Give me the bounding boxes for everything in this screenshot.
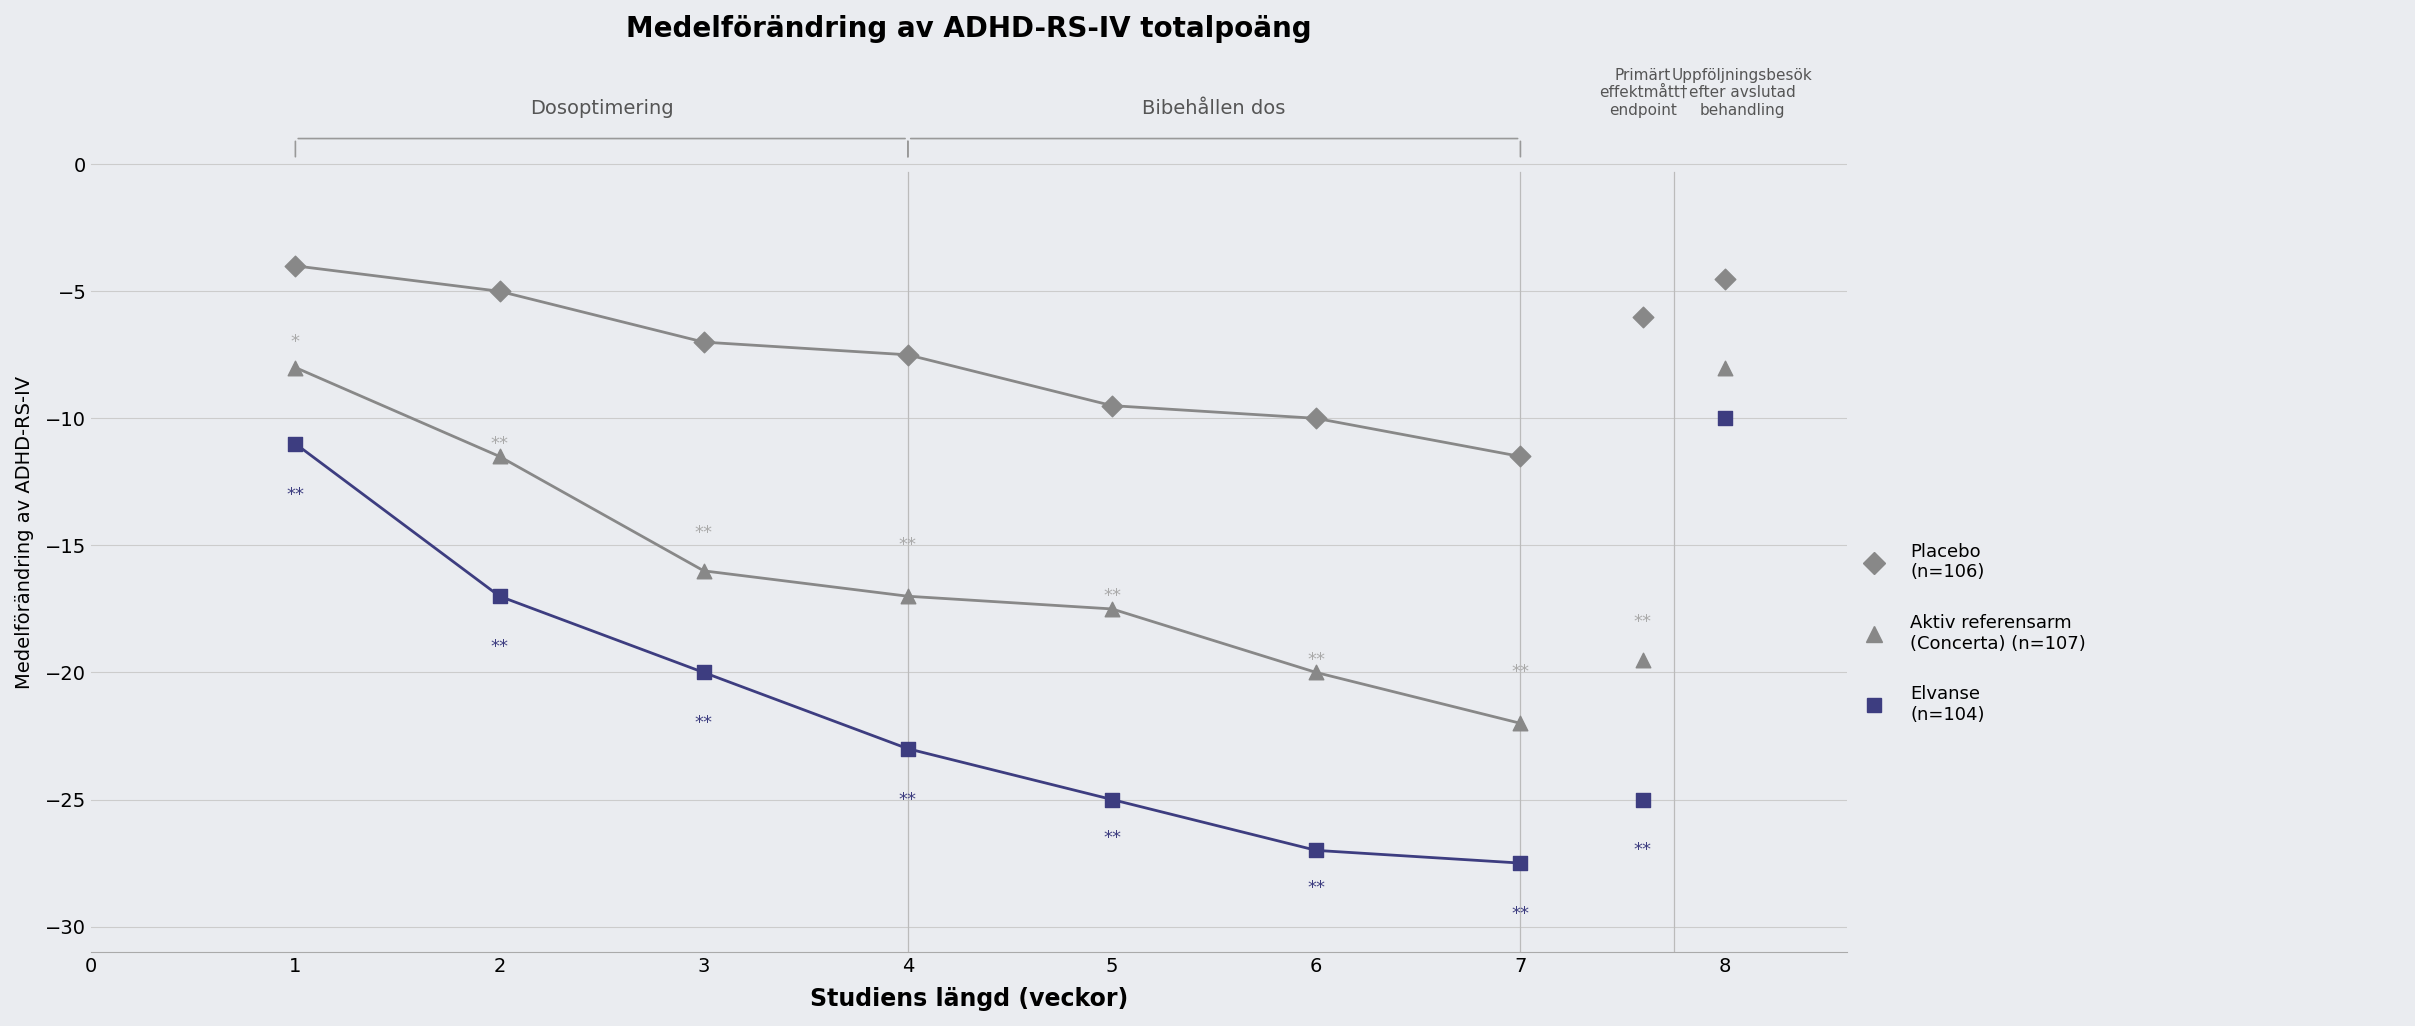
Point [1623,791,1662,807]
Point [683,664,722,680]
Point [1705,359,1744,376]
Point [683,333,722,350]
Point [275,359,314,376]
Text: **: ** [1512,664,1529,681]
Point [1502,855,1541,871]
Text: Primärt
effektmått†
endpoint: Primärt effektmått† endpoint [1599,68,1688,118]
Point [889,588,927,604]
Point [1297,410,1335,427]
Text: **: ** [490,435,510,452]
Point [1092,397,1130,413]
Text: **: ** [696,714,712,733]
Text: **: ** [1104,829,1121,846]
Text: **: ** [898,791,918,808]
Text: **: ** [1104,587,1121,605]
Point [1297,664,1335,680]
Text: **: ** [490,638,510,656]
Text: **: ** [1307,650,1326,669]
Point [1623,309,1662,325]
Point [1705,271,1744,287]
Point [1297,842,1335,859]
Point [275,258,314,274]
Point [1623,652,1662,668]
Point [889,741,927,757]
Point [889,347,927,363]
Point [1502,448,1541,465]
Text: *: * [290,333,299,351]
Point [1092,601,1130,618]
Point [481,283,519,300]
Text: **: ** [1512,905,1529,923]
Text: Bibehållen dos: Bibehållen dos [1142,98,1285,118]
Text: **: ** [1307,879,1326,898]
Text: **: ** [898,537,918,554]
Text: **: ** [696,523,712,542]
Title: Medelförändring av ADHD-RS-IV totalpoäng: Medelförändring av ADHD-RS-IV totalpoäng [625,15,1311,43]
Point [1092,791,1130,807]
Text: **: ** [1635,613,1652,631]
Point [481,448,519,465]
Text: Uppföljningsbesök
efter avslutad
behandling: Uppföljningsbesök efter avslutad behandl… [1671,68,1814,118]
X-axis label: Studiens längd (veckor): Studiens längd (veckor) [809,987,1128,1011]
Point [683,562,722,579]
Text: Dosoptimering: Dosoptimering [529,98,674,118]
Text: **: ** [287,485,304,504]
Point [481,588,519,604]
Point [275,436,314,452]
Point [1502,715,1541,732]
Y-axis label: Medelförändring av ADHD-RS-IV: Medelförändring av ADHD-RS-IV [14,377,34,689]
Text: **: ** [1635,841,1652,860]
Point [1705,410,1744,427]
Legend: Placebo
(n=106), Aktiv referensarm
(Concerta) (n=107), Elvanse
(n=104): Placebo (n=106), Aktiv referensarm (Conc… [1857,543,2087,724]
